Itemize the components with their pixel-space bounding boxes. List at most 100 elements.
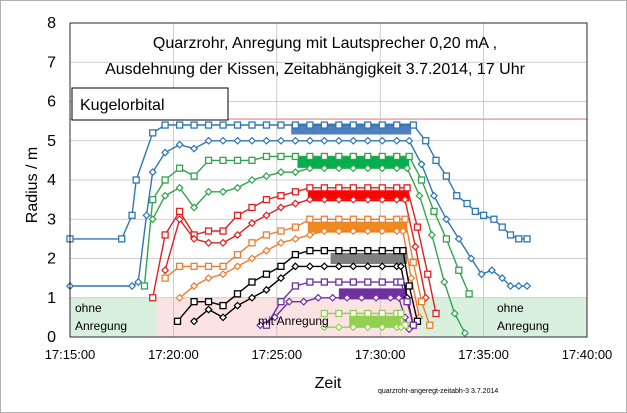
series-8-point-1 — [190, 298, 198, 306]
series-2-point-19 — [405, 152, 413, 161]
series-2-point-14 — [335, 152, 343, 161]
series-6-point-2 — [190, 262, 198, 271]
series-3-point-5 — [218, 187, 228, 196]
series-6-point-20 — [426, 321, 434, 329]
series-1 — [65, 136, 532, 291]
series-12-point-1 — [335, 309, 343, 318]
series-5-point-2 — [190, 234, 199, 243]
series-3-line — [152, 167, 466, 334]
y-tick-label-6: 6 — [47, 94, 56, 111]
series-5-point-0 — [161, 266, 170, 275]
series-10-point-1 — [277, 298, 285, 306]
series-7-point-2 — [204, 274, 213, 283]
series-1-point-31 — [506, 281, 515, 291]
series-11-point-1 — [270, 313, 279, 322]
series-8-point-12 — [349, 246, 357, 255]
series-3-point-9 — [276, 168, 285, 177]
series-2-point-11 — [291, 152, 300, 161]
series-8 — [173, 246, 422, 325]
series-9-point-6 — [276, 274, 285, 283]
series-3-point-8 — [262, 172, 271, 181]
series-2-point-2 — [161, 176, 169, 184]
series-0-point-32 — [506, 231, 515, 239]
series-8-point-4 — [233, 290, 242, 298]
series-0 — [66, 121, 531, 243]
series-5 — [161, 195, 430, 302]
series-1-point-20 — [378, 136, 387, 145]
series-0-point-10 — [233, 121, 242, 129]
series-3-point-10 — [291, 168, 300, 177]
series-8-point-14 — [378, 246, 386, 255]
series-5-point-12 — [334, 195, 343, 204]
series-0-point-6 — [175, 121, 184, 129]
series-9-point-1 — [204, 305, 213, 314]
series-1-point-12 — [262, 136, 271, 145]
series-1-point-14 — [291, 136, 300, 145]
x-tick-labels: 17:15:00 17:20:00 17:25:00 17:30:00 17:35:00… — [45, 347, 613, 362]
series-3-point-2 — [175, 183, 184, 192]
series-5-point-11 — [320, 195, 329, 204]
series-9-point-8 — [305, 262, 314, 271]
series-3-point-6 — [233, 183, 242, 192]
series-0-point-20 — [378, 121, 386, 129]
series-11-point-0 — [256, 321, 265, 330]
y-tick-labels: 0 1 2 3 4 5 6 7 8 — [47, 15, 56, 346]
series-3-point-18 — [403, 164, 412, 173]
series-0-point-5 — [161, 121, 169, 129]
series-9-point-15 — [396, 262, 405, 271]
series-0-point-27 — [463, 199, 471, 208]
shaded-region-2 — [419, 297, 587, 337]
series-2-point-4 — [190, 172, 198, 180]
series-1-point-21 — [392, 136, 401, 145]
series-3-point-12 — [320, 164, 329, 173]
series-0-point-34 — [523, 235, 531, 243]
series-7-point-0 — [175, 293, 184, 302]
plot-border — [69, 22, 588, 338]
series-1-line — [70, 140, 527, 287]
series-8-point-2 — [204, 298, 213, 306]
series-11-point-4 — [314, 293, 323, 302]
series-10-point-2 — [291, 282, 300, 290]
annotation-left-line-1: ohne — [75, 301, 102, 315]
series-0-point-13 — [277, 121, 285, 129]
series-11-point-5 — [328, 293, 337, 302]
series-2-point-6 — [219, 156, 227, 165]
series-1-point-16 — [320, 136, 329, 145]
series-6-point-0 — [161, 274, 169, 282]
series-2-point-3 — [175, 164, 184, 172]
series-5-point-10 — [305, 195, 314, 204]
series-10-point-3 — [306, 278, 314, 286]
series-12-point-3 — [364, 309, 372, 318]
series-8-point-11 — [335, 246, 343, 255]
series-6-point-13 — [349, 215, 357, 223]
series-11-point-2 — [285, 297, 294, 306]
series-7-point-12 — [349, 226, 358, 236]
series-2-point-9 — [262, 152, 271, 161]
series-2-point-12 — [306, 152, 314, 161]
series-7 — [175, 226, 424, 322]
legend-box-label: Kugelorbital — [80, 97, 165, 114]
series-2-point-7 — [233, 156, 242, 165]
series-6-point-17 — [401, 215, 409, 223]
series-5-point-14 — [363, 195, 372, 204]
series-7-point-3 — [218, 270, 228, 279]
series-9-point-10 — [334, 262, 343, 271]
series-9-point-0 — [190, 317, 199, 326]
series-4-point-21 — [432, 309, 440, 318]
series-1-point-15 — [305, 136, 314, 145]
series-3-point-20 — [427, 230, 436, 239]
series-0-point-23 — [422, 137, 430, 145]
series-11-point-7 — [357, 293, 366, 302]
series-0-point-21 — [393, 121, 401, 129]
series-5-point-4 — [218, 238, 228, 247]
series-4-point-17 — [393, 184, 401, 192]
series-6-point-15 — [378, 215, 386, 223]
series-2-point-20 — [417, 176, 426, 184]
series-11-point-9 — [386, 293, 395, 302]
series-7-point-9 — [305, 230, 314, 239]
series-12-point-0 — [320, 309, 329, 318]
series-0-point-8 — [204, 121, 213, 129]
series-6-point-16 — [393, 215, 401, 223]
series-1-point-2 — [134, 278, 143, 287]
series-0-point-26 — [453, 192, 461, 200]
